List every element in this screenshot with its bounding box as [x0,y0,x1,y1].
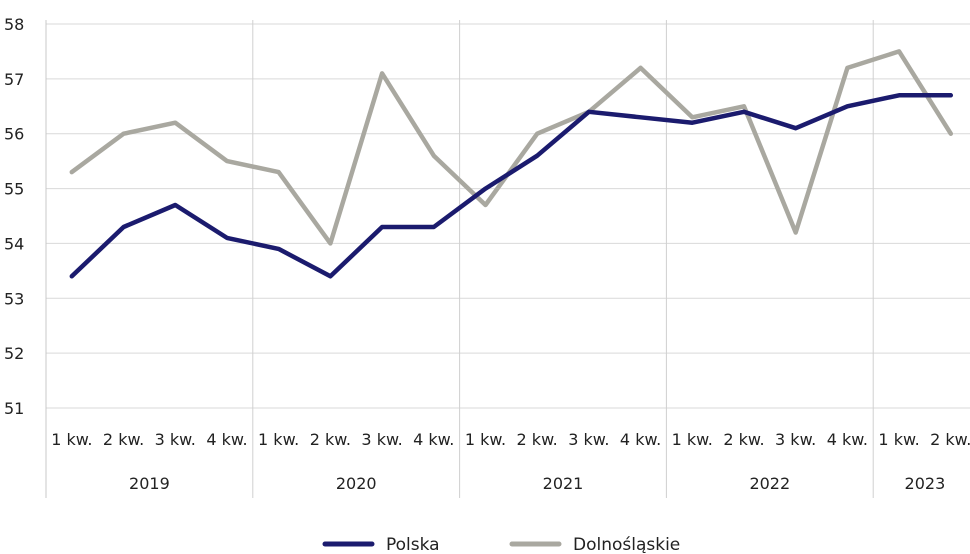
x-tick-label: 4 kw. [413,430,454,449]
y-axis: 51 52 53 54 55 56 57 58 [4,15,47,498]
year-label-2020: 2020 [336,474,377,493]
x-tick-label: 2 kw. [723,430,764,449]
series-lines [69,49,954,279]
y-tick-label: 54 [4,234,24,253]
y-tick-label: 52 [4,344,24,363]
y-tick-label: 51 [4,399,24,418]
x-tick-label: 3 kw. [361,430,402,449]
legend-label-polska: Polska [386,535,440,554]
x-tick-label: 1 kw. [258,430,299,449]
year-label-2023: 2023 [905,474,946,493]
x-tick-label: 3 kw. [155,430,196,449]
x-tick-label: 4 kw. [620,430,661,449]
x-tick-label: 3 kw. [568,430,609,449]
y-tick-label: 56 [4,125,24,144]
year-label-2022: 2022 [749,474,790,493]
x-tick-label: 4 kw. [827,430,868,449]
y-tick-label: 58 [4,15,24,34]
x-tick-label: 2 kw. [517,430,558,449]
x-axis: 2019 2020 2021 2022 2023 1 kw. 2 kw. 3 kw. 4 kw.… [51,430,970,493]
legend-label-dolnoslaskie: Dolnośląskie [573,535,680,554]
year-label-2019: 2019 [129,474,170,493]
x-tick-label: 2 kw. [310,430,351,449]
x-tick-label: 1 kw. [465,430,506,449]
y-tick-label: 57 [4,70,24,89]
x-tick-label: 2 kw. [930,430,970,449]
x-tick-label: 2 kw. [103,430,144,449]
x-tick-label: 1 kw. [51,430,92,449]
y-tick-label: 55 [4,180,24,199]
x-tick-label: 1 kw. [878,430,919,449]
series-line-dolnoslaskie [69,49,954,246]
legend: Polska Dolnośląskie [322,535,680,554]
grid-lines [46,20,970,498]
x-tick-label: 4 kw. [206,430,247,449]
x-tick-label: 3 kw. [775,430,816,449]
x-tick-label: 1 kw. [672,430,713,449]
year-label-2021: 2021 [543,474,584,493]
series-line-polska [69,93,954,279]
y-tick-label: 53 [4,289,24,308]
